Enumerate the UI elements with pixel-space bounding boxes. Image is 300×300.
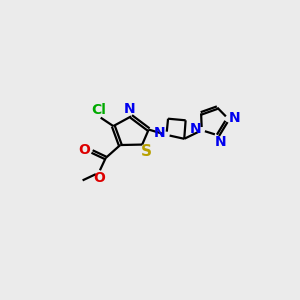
Text: N: N [154, 126, 166, 140]
Text: N: N [214, 135, 226, 149]
Text: O: O [93, 171, 105, 185]
Text: N: N [124, 103, 136, 116]
Text: N: N [229, 110, 241, 124]
Text: S: S [141, 144, 152, 159]
Text: Cl: Cl [91, 103, 106, 117]
Text: O: O [79, 143, 90, 157]
Text: N: N [190, 122, 201, 136]
